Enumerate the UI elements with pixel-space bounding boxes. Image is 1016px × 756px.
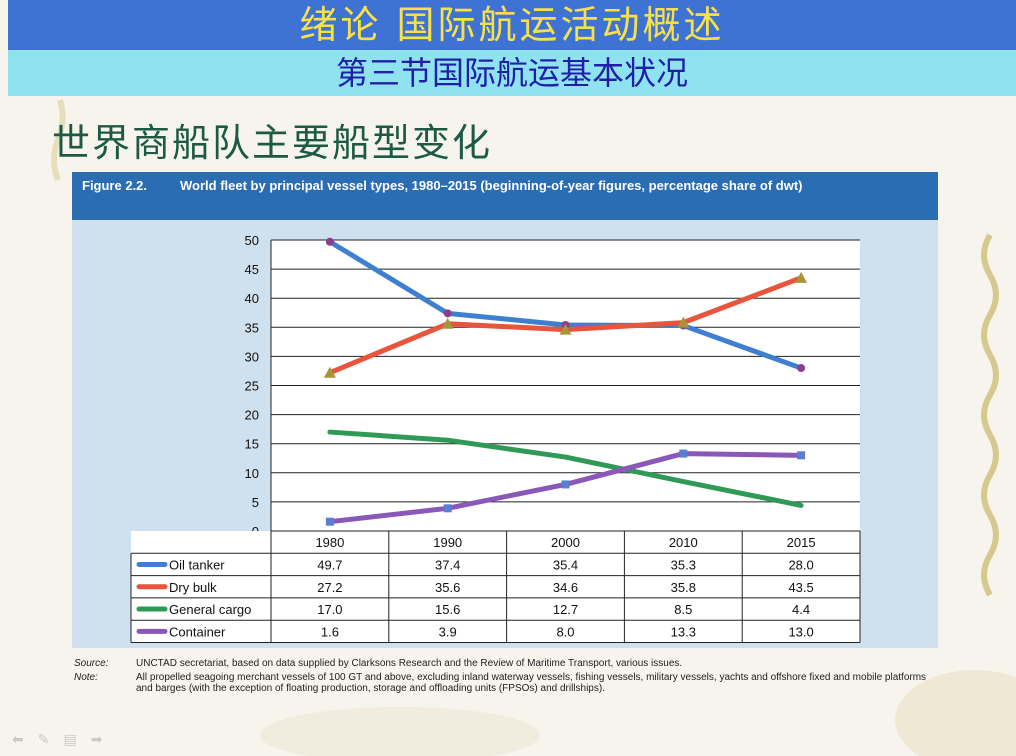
x-tick-label: 2000 xyxy=(551,535,580,550)
data-label: 35.8 xyxy=(671,580,696,595)
data-point xyxy=(441,317,454,329)
slide-subtitle: 第三节国际航运基本状况 xyxy=(335,54,688,92)
data-point xyxy=(443,309,452,318)
data-point xyxy=(677,316,690,328)
data-point xyxy=(561,480,570,489)
data-label: 43.5 xyxy=(788,580,813,595)
note-text: All propelled seagoing merchant vessels … xyxy=(136,672,927,694)
data-label: 17.0 xyxy=(317,602,342,617)
figure-title: World fleet by principal vessel types, 1… xyxy=(180,178,803,193)
data-point xyxy=(679,449,688,458)
y-tick-label: 40 xyxy=(245,291,259,306)
data-point xyxy=(797,451,806,460)
data-point xyxy=(445,438,450,443)
x-tick-label: 2015 xyxy=(787,535,816,550)
figure-header: Figure 2.2. World fleet by principal ves… xyxy=(72,172,938,220)
pen-icon[interactable]: ✎ xyxy=(37,732,50,748)
data-label: 8.0 xyxy=(556,624,574,639)
slide-toolbar: ⬅ ✎ ▤ ➡ xyxy=(12,732,102,748)
legend-label: Dry bulk xyxy=(169,580,217,595)
data-label: 37.4 xyxy=(435,557,460,572)
legend-label: Oil tanker xyxy=(169,557,225,572)
data-label: 1.6 xyxy=(321,624,339,639)
data-point xyxy=(443,504,452,513)
data-point xyxy=(795,271,808,283)
y-tick-label: 45 xyxy=(245,262,259,277)
slide-title: 绪论 国际航运活动概述 xyxy=(299,3,725,47)
data-label: 27.2 xyxy=(317,580,342,595)
x-tick-label: 1980 xyxy=(315,535,344,550)
data-label: 15.6 xyxy=(435,602,460,617)
y-tick-label: 25 xyxy=(245,379,259,394)
y-tick-label: 20 xyxy=(245,408,259,423)
data-label: 13.0 xyxy=(788,624,813,639)
data-point xyxy=(799,503,804,508)
data-point xyxy=(797,364,806,373)
data-label: 28.0 xyxy=(788,557,813,572)
x-tick-label: 1990 xyxy=(433,535,462,550)
y-tick-label: 30 xyxy=(245,349,259,364)
note-label: Note: xyxy=(74,672,98,683)
source-row: Source: UNCTAD secretariat, based on dat… xyxy=(74,658,940,669)
slide-heading: 世界商船队主要船型变化 xyxy=(52,121,493,165)
data-point xyxy=(681,479,686,484)
data-point xyxy=(323,366,336,378)
data-label: 3.9 xyxy=(439,624,457,639)
legend-label: Container xyxy=(169,624,226,639)
data-label: 49.7 xyxy=(317,557,342,572)
y-tick-label: 15 xyxy=(245,437,259,452)
data-label: 8.5 xyxy=(674,602,692,617)
arrow-right-icon[interactable]: ➡ xyxy=(90,732,103,748)
data-label: 4.4 xyxy=(792,602,810,617)
arrow-left-icon[interactable]: ⬅ xyxy=(12,732,24,748)
data-label: 35.6 xyxy=(435,580,460,595)
title-band: 绪论 国际航运活动概述 xyxy=(8,0,1016,50)
figure-label: Figure 2.2. xyxy=(82,178,148,193)
data-point xyxy=(559,323,572,335)
data-label: 35.3 xyxy=(671,557,696,572)
note-row: Note: All propelled seagoing merchant ve… xyxy=(74,672,940,694)
x-tick-label: 2010 xyxy=(669,535,698,550)
source-text: UNCTAD secretariat, based on data suppli… xyxy=(136,658,683,669)
data-point xyxy=(325,237,334,246)
figure-panel: Figure 2.2. World fleet by principal ves… xyxy=(72,172,938,648)
y-tick-label: 10 xyxy=(245,466,259,481)
data-point xyxy=(325,517,334,526)
data-point xyxy=(327,430,332,435)
menu-icon[interactable]: ▤ xyxy=(63,732,77,748)
y-tick-label: 35 xyxy=(245,320,259,335)
data-label: 34.6 xyxy=(553,580,578,595)
line-chart: 0510152025303540455019801990200020102015… xyxy=(130,233,861,643)
subtitle-band: 第三节国际航运基本状况 xyxy=(8,50,1016,96)
figure-notes: Source: UNCTAD secretariat, based on dat… xyxy=(74,658,940,697)
data-label: 35.4 xyxy=(553,557,578,572)
y-tick-label: 50 xyxy=(245,233,259,248)
data-table xyxy=(131,531,860,643)
data-label: 12.7 xyxy=(553,602,578,617)
data-point xyxy=(563,455,568,460)
source-label: Source: xyxy=(74,658,109,669)
legend-label: General cargo xyxy=(169,602,251,617)
data-label: 13.3 xyxy=(671,624,696,639)
y-tick-label: 5 xyxy=(252,495,259,510)
